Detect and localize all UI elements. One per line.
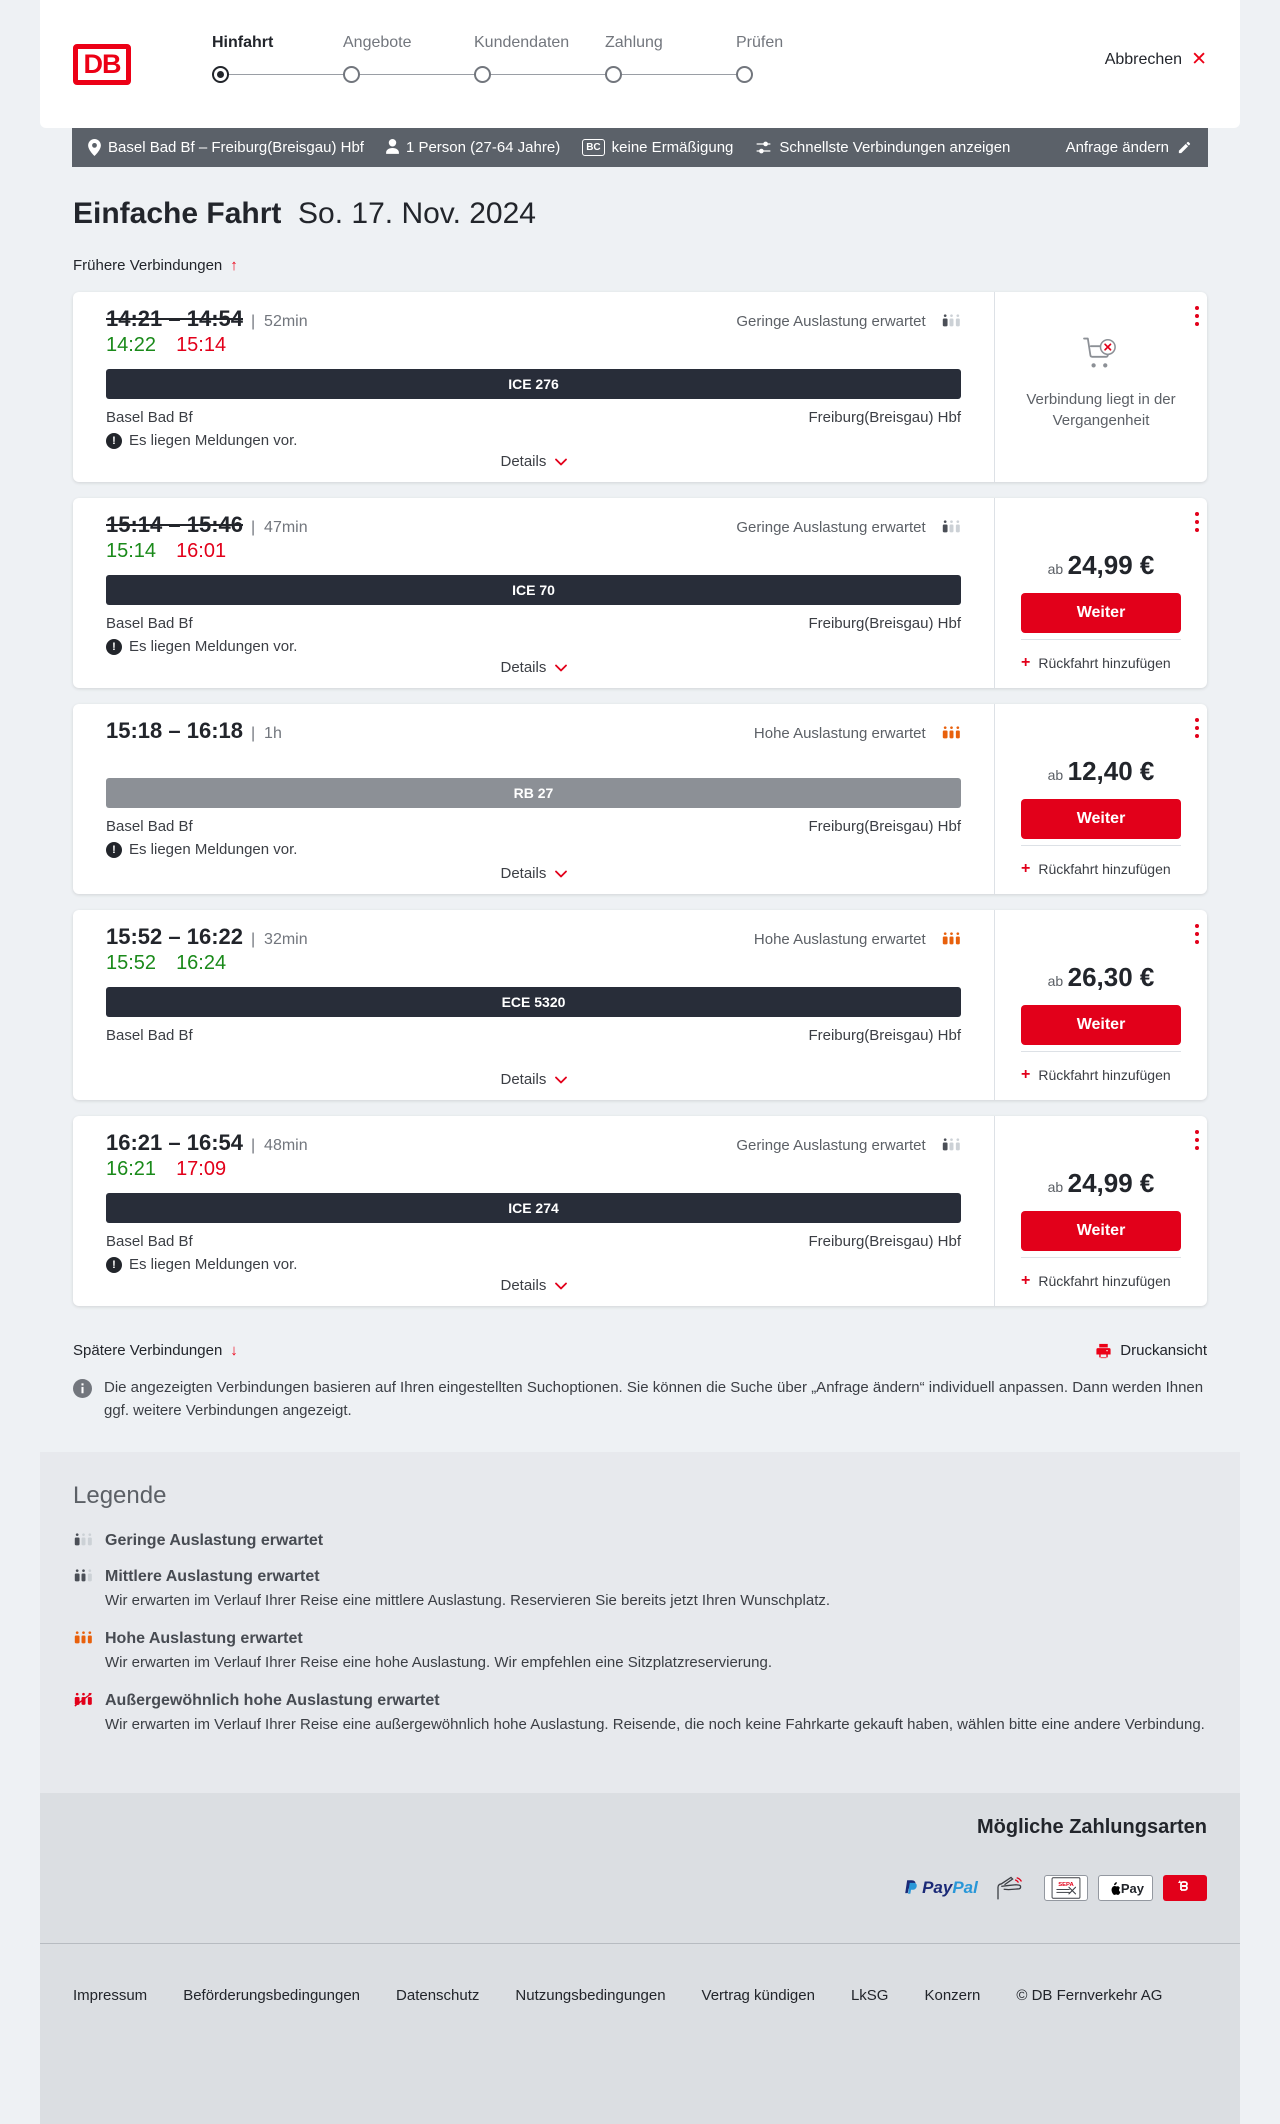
svg-text:SEPA: SEPA <box>1058 1882 1074 1888</box>
